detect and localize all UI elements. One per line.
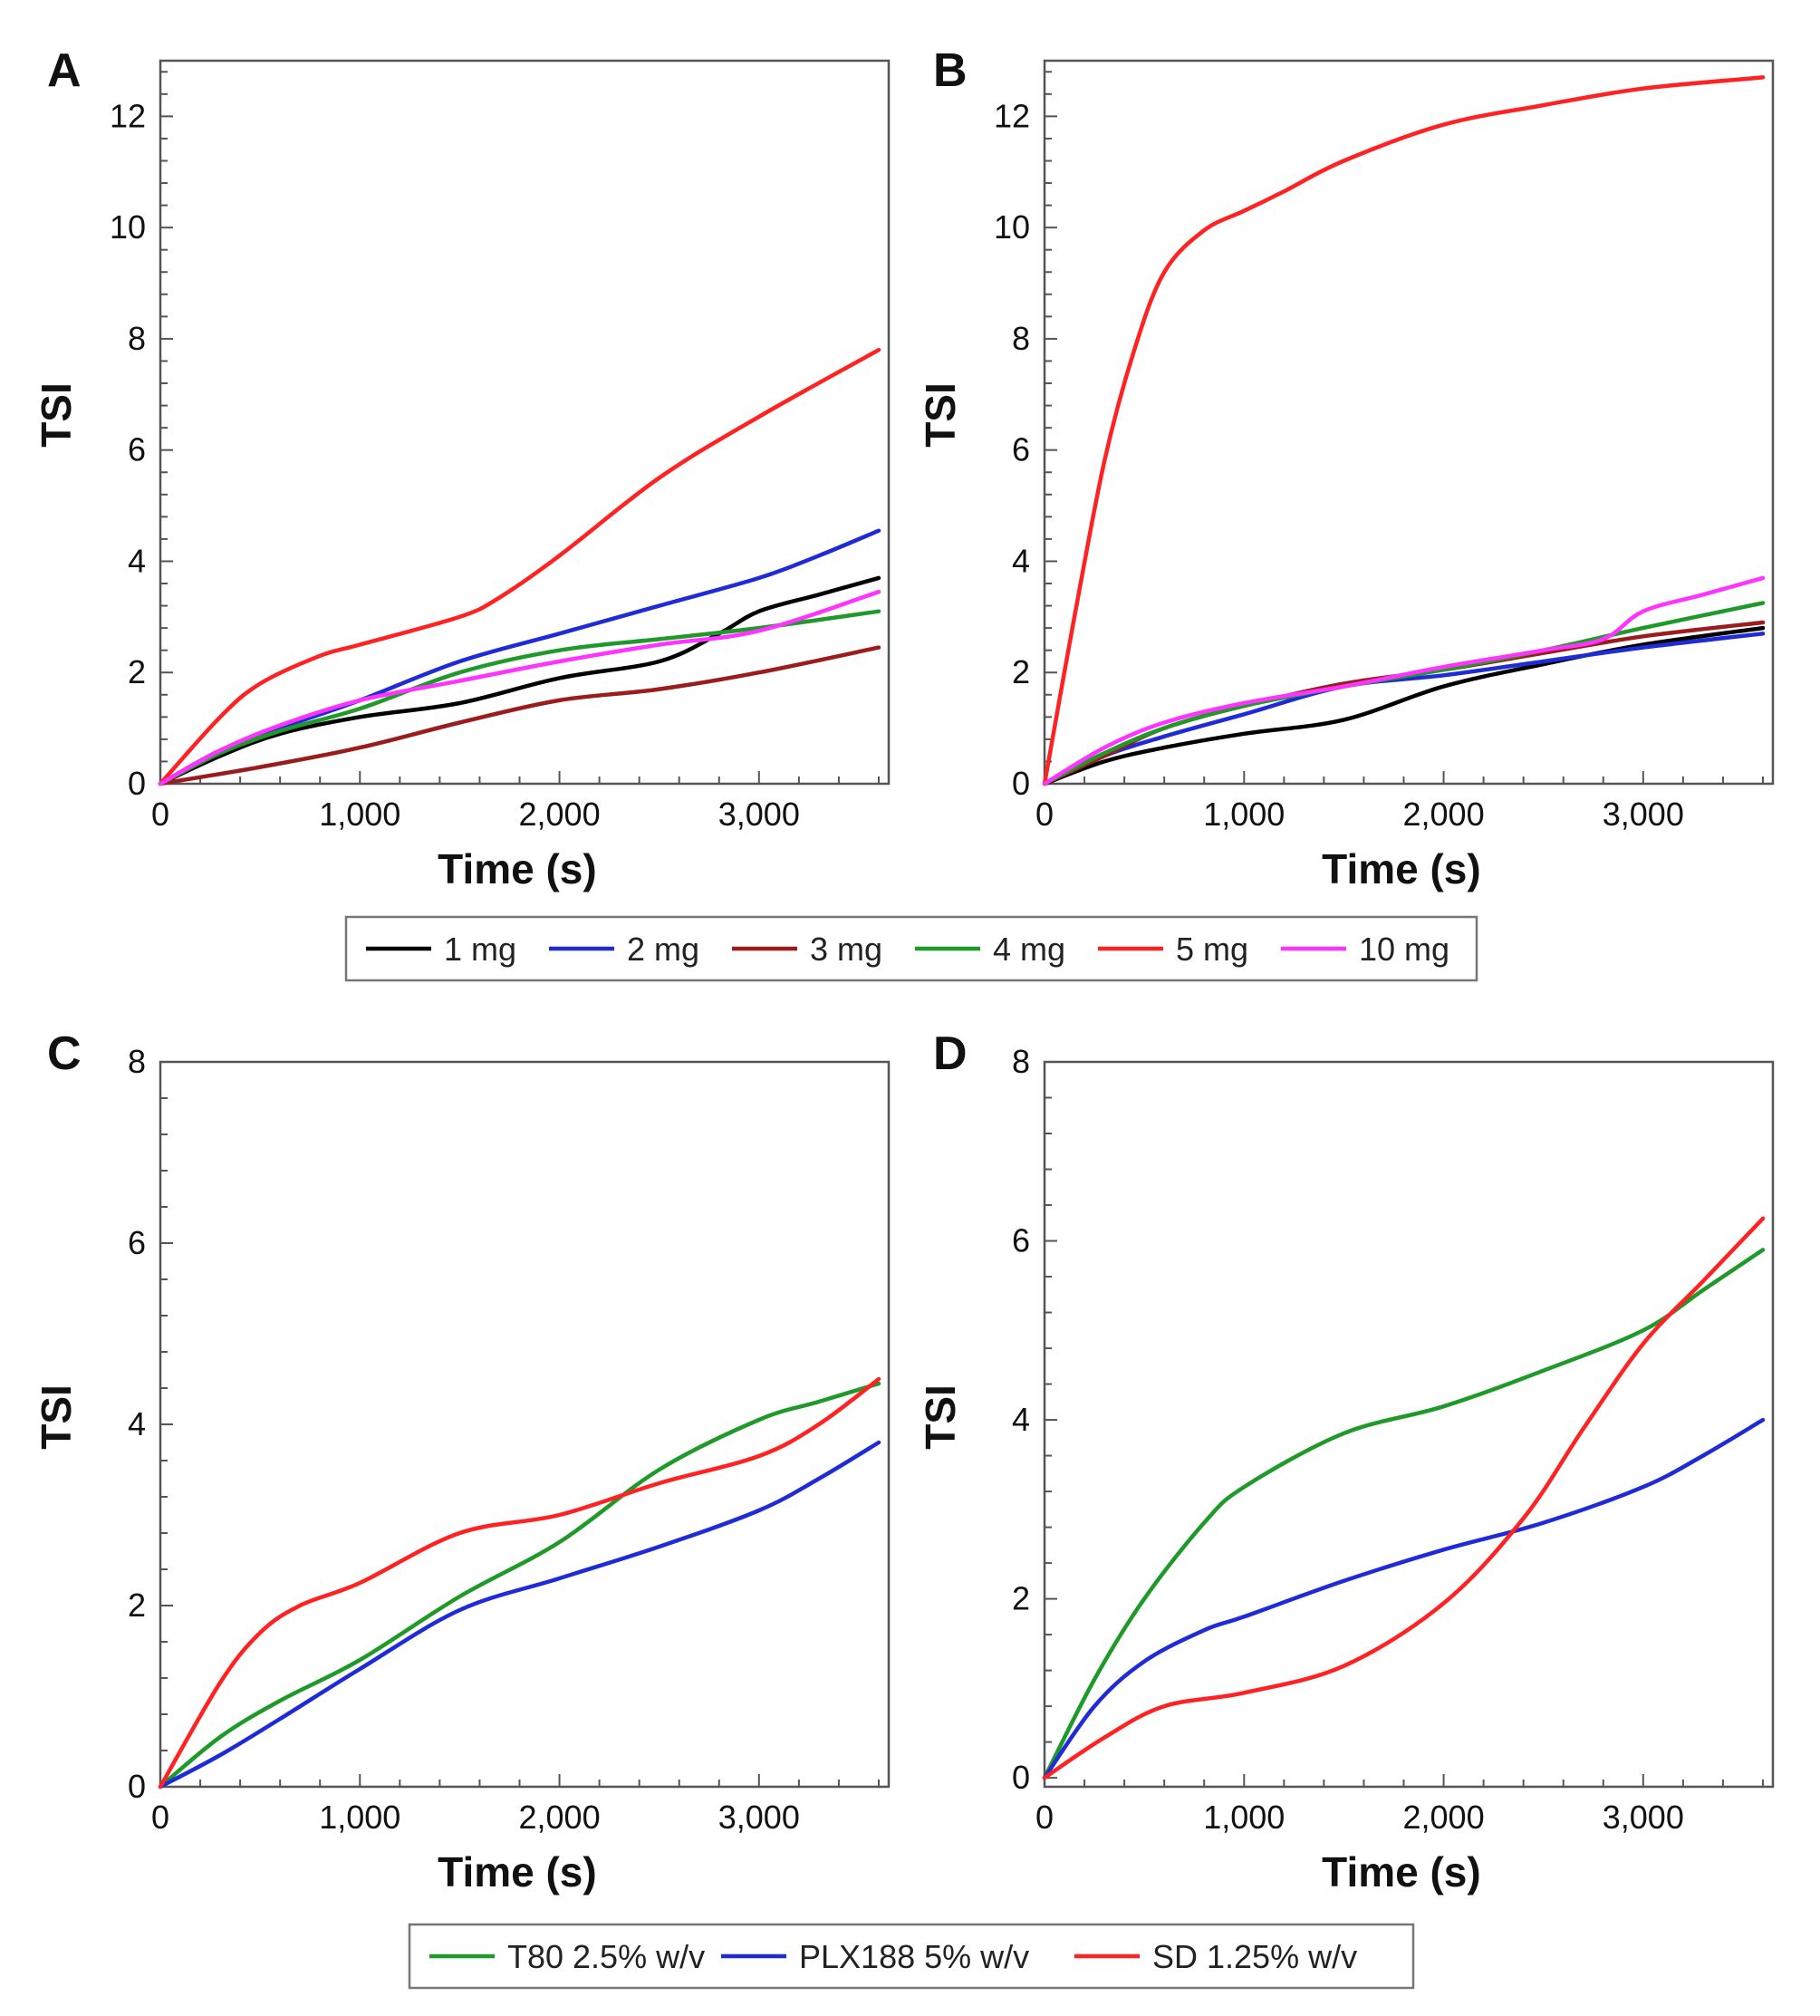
y-tick-label: 6 xyxy=(128,1224,146,1261)
y-tick-label: 2 xyxy=(128,653,146,690)
y-axis-title: TSI xyxy=(33,1384,80,1450)
x-tick-label: 0 xyxy=(1035,1799,1054,1836)
legend-label: 1 mg xyxy=(444,931,516,968)
y-tick-label: 2 xyxy=(128,1587,146,1624)
x-tick-label: 3,000 xyxy=(718,1799,800,1836)
series-line-10-mg xyxy=(158,589,881,786)
panel-c: C 0 2 4 6 8 0 1,000 2,000 3,000 Time (s) TSI xyxy=(33,1027,891,1895)
legend-label: PLX188 5% w/v xyxy=(799,1938,1029,1975)
y-tick-label: 10 xyxy=(110,208,146,246)
series-line-10-mg xyxy=(1042,575,1766,786)
series-line-t80-2-5-w-v xyxy=(158,1381,881,1789)
panel-letter: A xyxy=(47,44,82,97)
legend-label: 2 mg xyxy=(627,931,699,968)
legend-label: 5 mg xyxy=(1176,931,1248,968)
y-tick-label: 2 xyxy=(1012,1580,1030,1617)
y-tick-label: 0 xyxy=(128,1768,146,1805)
legend-label: 4 mg xyxy=(993,931,1065,968)
x-tick-label: 2,000 xyxy=(519,796,601,833)
y-tick-label: 4 xyxy=(1012,542,1030,579)
x-tick-label: 2,000 xyxy=(1403,796,1485,833)
plot-frame xyxy=(159,59,891,786)
panel-b: B 0 2 4 6 8 10 12 0 1,000 2,000 3,000 Time (s) TSI xyxy=(917,44,1775,892)
y-tick-label: 8 xyxy=(1012,320,1030,357)
y-tick-label: 6 xyxy=(1012,431,1030,468)
plot-frame xyxy=(1043,59,1775,786)
plot-frame xyxy=(1043,1060,1775,1789)
series-line-sd-1-25-w-v xyxy=(1042,1216,1766,1780)
x-tick-label: 3,000 xyxy=(1603,796,1684,833)
x-tick-label: 2,000 xyxy=(1403,1799,1485,1836)
x-tick-label: 1,000 xyxy=(1203,1799,1285,1836)
y-tick-label: 4 xyxy=(128,1405,146,1442)
y-tick-label: 0 xyxy=(1012,1759,1030,1796)
panel-d: D 0 2 4 6 8 0 1,000 2,000 3,000 Time (s) TSI xyxy=(917,1027,1775,1895)
legend-item: PLX188 5% w/v xyxy=(721,1938,1029,1975)
legend-top: 1 mg 2 mg 3 mg 4 mg 5 mg 10 mg xyxy=(344,915,1478,982)
y-tick-label: 12 xyxy=(994,97,1030,134)
legend-item: 3 mg xyxy=(732,931,882,968)
series-line-3-mg xyxy=(158,645,881,786)
y-tick-label: 8 xyxy=(1012,1043,1030,1080)
series-line-t80-2-5-w-v xyxy=(1042,1248,1766,1780)
x-axis-title: Time (s) xyxy=(1322,845,1481,892)
legend-item: T80 2.5% w/v xyxy=(429,1938,705,1975)
y-tick-label: 0 xyxy=(1012,765,1030,802)
legend-label: 3 mg xyxy=(810,931,882,968)
legend-frame xyxy=(408,1923,1415,1990)
y-axis-title: TSI xyxy=(917,382,964,448)
legend-item: 4 mg xyxy=(915,931,1065,968)
x-tick-label: 0 xyxy=(151,796,169,833)
y-tick-label: 4 xyxy=(1012,1401,1030,1438)
panel-letter: C xyxy=(47,1027,82,1080)
x-tick-label: 1,000 xyxy=(319,796,400,833)
y-tick-label: 6 xyxy=(1012,1222,1030,1259)
x-axis-title: Time (s) xyxy=(438,1848,597,1895)
panel-a: A 0 2 4 6 8 10 12 0 1,000 2,000 3,000 Time (s) TSI xyxy=(33,44,891,892)
series-line-5-mg xyxy=(1042,75,1766,786)
series-line-1-mg xyxy=(158,575,881,786)
x-tick-label: 3,000 xyxy=(1603,1799,1684,1836)
x-tick-label: 1,000 xyxy=(1203,796,1285,833)
panel-letter: D xyxy=(933,1027,968,1080)
series-line-plx188-5-w-v xyxy=(1042,1417,1766,1780)
y-tick-label: 8 xyxy=(128,1043,146,1080)
x-axis-title: Time (s) xyxy=(438,845,597,892)
legend-item: 5 mg xyxy=(1098,931,1248,968)
y-tick-label: 6 xyxy=(128,431,146,468)
series-line-5-mg xyxy=(158,347,881,786)
legend-bottom: T80 2.5% w/v PLX188 5% w/v SD 1.25% w/v xyxy=(408,1923,1415,1990)
series-line-4-mg xyxy=(158,609,881,786)
x-tick-label: 0 xyxy=(151,1799,169,1836)
y-tick-label: 8 xyxy=(128,320,146,357)
x-tick-label: 2,000 xyxy=(519,1799,601,1836)
x-axis-title: Time (s) xyxy=(1322,1848,1481,1895)
panel-letter: B xyxy=(933,44,968,97)
y-tick-label: 4 xyxy=(128,542,146,579)
legend-label: SD 1.25% w/v xyxy=(1152,1938,1357,1975)
y-tick-label: 10 xyxy=(994,208,1030,246)
legend-label: 10 mg xyxy=(1359,931,1449,968)
series-line-sd-1-25-w-v xyxy=(158,1376,881,1789)
x-tick-label: 3,000 xyxy=(718,796,800,833)
x-tick-label: 1,000 xyxy=(319,1799,400,1836)
y-axis-title: TSI xyxy=(33,382,80,448)
y-axis-title: TSI xyxy=(917,1384,964,1450)
legend-item: 2 mg xyxy=(549,931,699,968)
y-tick-label: 0 xyxy=(128,765,146,802)
series-line-1-mg xyxy=(1042,625,1766,786)
y-tick-label: 12 xyxy=(110,97,146,134)
legend-item: 10 mg xyxy=(1281,931,1449,968)
legend-item: SD 1.25% w/v xyxy=(1074,1938,1357,1975)
x-tick-label: 0 xyxy=(1035,796,1054,833)
legend-label: T80 2.5% w/v xyxy=(507,1938,705,1975)
legend-item: 1 mg xyxy=(366,931,516,968)
plot-frame xyxy=(159,1060,891,1789)
series-line-plx188-5-w-v xyxy=(158,1440,881,1789)
y-tick-label: 2 xyxy=(1012,653,1030,690)
